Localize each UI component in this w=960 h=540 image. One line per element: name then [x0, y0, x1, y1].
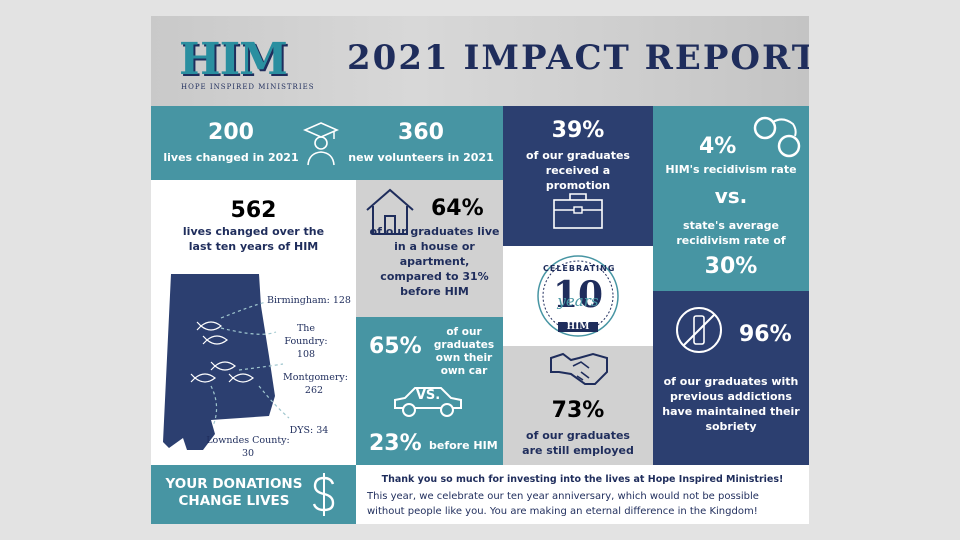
thanks-headline: Thank you so much for investing into the…	[381, 474, 784, 485]
fish-icon	[190, 373, 216, 383]
volunteers-label: new volunteers in 2021	[348, 151, 494, 164]
celebrating-text: CELEBRATING	[543, 264, 616, 273]
car-icon	[394, 387, 462, 417]
car-before-value: 23%	[369, 431, 422, 456]
dollar-icon	[312, 473, 335, 516]
no-alcohol-icon	[676, 307, 722, 353]
briefcase-icon	[553, 193, 603, 229]
lives-2021-value: 200	[208, 120, 254, 145]
header	[151, 16, 809, 106]
recidivism-vs: vs.	[714, 184, 748, 208]
promotion-card	[503, 106, 653, 246]
donations-label: YOUR DONATIONS CHANGE LIVES	[165, 476, 303, 509]
volunteers-value: 360	[398, 120, 444, 145]
location-montgomery: Montgomery: 262	[283, 372, 348, 396]
handcuffs-icon	[753, 116, 801, 158]
car-label: of our graduates own their own car	[433, 326, 495, 377]
birmingham-connector	[220, 301, 267, 319]
recidivism-value: 4%	[699, 134, 737, 159]
state-recidivism-label: state's average recidivism rate of	[676, 219, 786, 247]
employed-value: 73%	[551, 398, 605, 423]
location-dys: DYS: 34	[289, 425, 329, 436]
housing-value: 64%	[431, 196, 484, 221]
employed-label: of our graduates are still employed	[522, 429, 634, 457]
car-value: 65%	[369, 334, 422, 359]
impact-report: HIM HOPE INSPIRED MINISTRIES 2021 IMPACT…	[151, 16, 809, 524]
location-lowndes: Lowndes County: 30	[206, 435, 290, 459]
location-foundry: The Foundry: 108	[284, 323, 328, 360]
logo-subtitle: HOPE INSPIRED MINISTRIES	[181, 83, 315, 91]
fish-icon	[228, 373, 254, 383]
him-logo: HIM	[179, 34, 288, 85]
fish-icon	[196, 321, 222, 331]
housing-card	[356, 180, 503, 317]
recidivism-label: HIM's recidivism rate	[665, 163, 797, 176]
ten-year-value: 562	[230, 198, 277, 223]
anniversary-mark: HIM	[558, 322, 598, 332]
car-card	[356, 317, 503, 465]
promotion-value: 39%	[551, 118, 605, 143]
sobriety-value: 96%	[739, 322, 792, 347]
promotion-label: of our graduates received a promotion	[526, 149, 630, 192]
thanks-panel	[356, 465, 809, 524]
graduate-icon	[303, 122, 339, 166]
house-icon	[366, 188, 414, 235]
alabama-state-shape	[163, 274, 275, 450]
anniversary-badge	[537, 255, 619, 337]
anniversary-word: years	[557, 292, 599, 310]
alabama-map	[163, 274, 290, 450]
fish-icon	[210, 361, 236, 371]
state-recidivism-value: 30%	[704, 254, 758, 279]
ten-year-label: lives changed over the last ten years of…	[182, 225, 325, 253]
lowndes-connector	[210, 385, 218, 427]
fish-icon	[202, 335, 228, 345]
sobriety-label: of our graduates with previous addiction…	[662, 375, 800, 433]
handshake-icon	[550, 352, 608, 385]
anniversary-number: 10	[552, 274, 604, 316]
housing-label: of our graduates live in a house or apar…	[369, 225, 500, 298]
thanks-body: This year, we celebrate our ten year ann…	[367, 491, 759, 517]
employed-card	[503, 346, 653, 465]
page-title: 2021 IMPACT REPORT	[347, 38, 809, 78]
lives-2021-label: lives changed in 2021	[163, 151, 299, 164]
foundry-connector	[220, 327, 277, 335]
car-before-label: before HIM	[429, 439, 498, 452]
location-birmingham: Birmingham: 128	[267, 295, 351, 306]
car-vs: VS.	[415, 388, 441, 403]
